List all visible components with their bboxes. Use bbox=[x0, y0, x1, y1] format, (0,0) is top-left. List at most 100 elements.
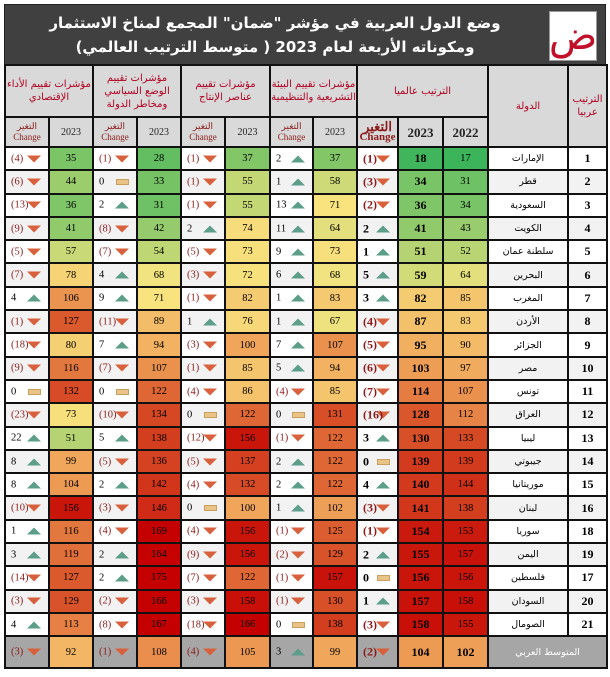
down-arrow-icon bbox=[203, 294, 218, 302]
down-arrow-icon bbox=[27, 648, 41, 656]
global-2023: 139 bbox=[397, 448, 445, 475]
change-value: (4) bbox=[276, 386, 289, 398]
table-row: 16 لبنان 138 141 (3) 102 1 100 0 146 (3) 156 (10) bbox=[4, 495, 609, 521]
production-change: (1) bbox=[179, 285, 227, 312]
down-arrow-icon bbox=[376, 364, 391, 372]
economic-change: (14) bbox=[4, 565, 50, 591]
political-change: (7) bbox=[92, 239, 138, 265]
table-row: 2 قطر 31 34 (3) 58 1 55 (1) 33 0 44 (6) bbox=[4, 169, 609, 195]
down-arrow-icon bbox=[203, 388, 218, 396]
global-change: 1 bbox=[356, 588, 400, 614]
regulatory-change: 1 bbox=[269, 495, 315, 521]
economic-change: (5) bbox=[4, 239, 50, 265]
down-arrow-icon bbox=[291, 388, 306, 396]
change-value: (18) bbox=[187, 619, 205, 631]
up-arrow-icon bbox=[376, 294, 391, 302]
regulatory-2023: 85 bbox=[312, 378, 359, 405]
economic-2023: 116 bbox=[48, 355, 94, 381]
global-2022: 31 bbox=[442, 169, 490, 195]
political-change: 0 bbox=[92, 378, 138, 405]
up-arrow-icon bbox=[376, 248, 391, 256]
change-label-ar: التغير bbox=[363, 119, 392, 134]
up-arrow-icon bbox=[27, 294, 41, 302]
country-name: العراق bbox=[487, 402, 570, 428]
change-value: 7 bbox=[276, 339, 282, 351]
up-arrow-icon bbox=[291, 271, 306, 279]
economic-change: 4 bbox=[4, 285, 50, 312]
up-arrow-icon bbox=[27, 434, 41, 442]
change-value: (4) bbox=[187, 525, 200, 537]
global-2023: 114 bbox=[397, 378, 445, 405]
down-arrow-icon bbox=[376, 318, 391, 326]
arab-rank: 3 bbox=[567, 192, 609, 218]
header-political: مؤشرات تقييم الوضع السياسي ومخاطر الدولة bbox=[92, 64, 182, 118]
arab-rank: 13 bbox=[567, 425, 609, 451]
down-arrow-icon bbox=[376, 527, 391, 535]
down-arrow-icon bbox=[203, 621, 218, 629]
arab-rank: 14 bbox=[567, 448, 609, 475]
global-2023: 87 bbox=[397, 309, 445, 335]
political-2023: 108 bbox=[136, 635, 182, 670]
down-arrow-icon bbox=[27, 225, 41, 233]
table-row: 11 تونس 107 114 (7) 85 (4) 86 (4) 122 0 132 0 bbox=[4, 378, 609, 405]
change-value: (4) bbox=[11, 153, 24, 165]
down-arrow-icon bbox=[27, 318, 41, 326]
production-2023: 76 bbox=[224, 309, 272, 335]
production-2023: 156 bbox=[224, 518, 272, 545]
change-value: 2 bbox=[187, 223, 193, 235]
economic-2023: 80 bbox=[48, 332, 94, 358]
table-row: 9 الجزائر 90 95 (5) 107 7 100 (3) 94 7 80 (18) bbox=[4, 332, 609, 358]
global-2023: 157 bbox=[397, 588, 445, 614]
header-arab-rank: الترتيب عربيا bbox=[567, 64, 609, 148]
production-2023: 73 bbox=[224, 239, 272, 265]
up-arrow-icon bbox=[291, 201, 306, 209]
arab-rank: 7 bbox=[567, 285, 609, 312]
up-arrow-icon bbox=[291, 648, 306, 656]
political-change: (4) bbox=[92, 518, 138, 545]
down-arrow-icon bbox=[115, 597, 129, 605]
change-value: (7) bbox=[99, 246, 112, 258]
up-arrow-icon bbox=[27, 551, 41, 559]
political-change: 4 bbox=[92, 262, 138, 288]
country-name: تونس bbox=[487, 378, 570, 405]
regulatory-2023: 131 bbox=[312, 402, 359, 428]
political-change: (2) bbox=[92, 588, 138, 614]
header-year-2023: 2023 bbox=[312, 116, 359, 148]
down-arrow-icon bbox=[203, 481, 218, 489]
economic-2023: 36 bbox=[48, 192, 94, 218]
change-value: (10) bbox=[99, 409, 117, 421]
change-value: (12) bbox=[187, 432, 205, 444]
change-value: 13 bbox=[276, 199, 287, 211]
regulatory-2023: 138 bbox=[312, 611, 359, 638]
header-global-rank: الترتيب عالميا bbox=[356, 64, 490, 118]
up-arrow-icon bbox=[291, 504, 306, 512]
political-change: (3) bbox=[92, 495, 138, 521]
regulatory-2023: 122 bbox=[312, 472, 359, 498]
change-value: (5) bbox=[187, 456, 200, 467]
up-arrow-icon bbox=[115, 481, 129, 489]
political-change: 2 bbox=[92, 565, 138, 591]
up-arrow-icon bbox=[115, 294, 129, 302]
economic-2023: 116 bbox=[48, 518, 94, 545]
ranking-table: الترتيب عربيا الدولة الترتيب عالميا مؤشر… bbox=[4, 64, 609, 670]
regulatory-2023: 130 bbox=[312, 588, 359, 614]
change-value: (4) bbox=[187, 479, 200, 491]
arab-average-row: المتوسط العربي 102 104 (2) 99 3 105 (4) 108 (1) 92… bbox=[4, 635, 609, 670]
global-change: (3) bbox=[356, 495, 400, 521]
change-value: 0 bbox=[276, 619, 282, 631]
arab-rank: 21 bbox=[567, 611, 609, 638]
change-value: (3) bbox=[187, 595, 200, 607]
political-change: 5 bbox=[92, 425, 138, 451]
economic-change: (3) bbox=[4, 588, 50, 614]
table-row: 15 موريتانيا 144 140 4 122 2 132 (4) 142 2 104 8 bbox=[4, 472, 609, 498]
down-arrow-icon bbox=[291, 597, 306, 605]
economic-2023: 41 bbox=[48, 215, 94, 242]
up-arrow-icon bbox=[115, 551, 129, 559]
change-value: 8 bbox=[11, 479, 17, 491]
change-value: (4) bbox=[363, 314, 378, 329]
header-year-2023: 2023 bbox=[224, 116, 272, 148]
sub-header-row: 2022 2023 التغير Change 2023 التغير Change 2023… bbox=[4, 116, 607, 148]
down-arrow-icon bbox=[27, 248, 41, 256]
change-value: (3) bbox=[363, 174, 378, 189]
